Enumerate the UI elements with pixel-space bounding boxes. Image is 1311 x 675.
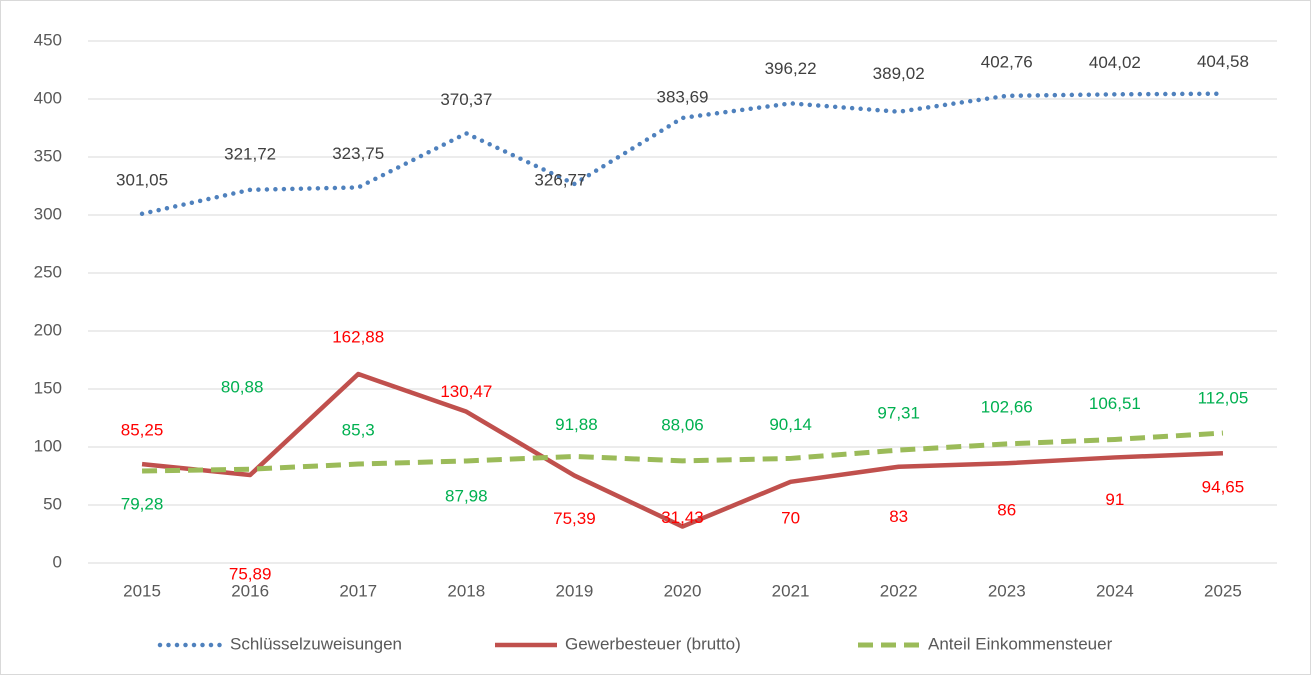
data-label: 106,51 (1089, 394, 1141, 413)
y-tick-label: 0 (53, 552, 62, 571)
x-tick-label: 2025 (1204, 581, 1242, 600)
y-tick-label: 50 (43, 494, 62, 513)
data-label: 85,25 (121, 421, 164, 440)
x-tick-label: 2018 (447, 581, 485, 600)
data-label: 83 (889, 507, 908, 526)
legend-label: Gewerbesteuer (brutto) (565, 634, 741, 653)
data-label: 370,37 (440, 90, 492, 109)
data-label: 162,88 (332, 328, 384, 347)
data-label: 404,02 (1089, 53, 1141, 72)
x-tick-label: 2021 (772, 581, 810, 600)
x-tick-label: 2020 (664, 581, 702, 600)
y-tick-label: 350 (34, 146, 62, 165)
data-label: 88,06 (661, 415, 704, 434)
x-tick-label: 2019 (555, 581, 593, 600)
data-label: 70 (781, 508, 800, 527)
data-label: 86 (997, 501, 1016, 520)
x-tick-label: 2023 (988, 581, 1026, 600)
data-label: 102,66 (981, 397, 1033, 416)
y-tick-label: 200 (34, 320, 62, 339)
data-label: 87,98 (445, 486, 488, 505)
series-line (142, 430, 1224, 474)
x-tick-label: 2017 (339, 581, 377, 600)
data-label: 301,05 (116, 170, 168, 189)
data-label: 383,69 (657, 87, 709, 106)
data-label: 323,75 (332, 144, 384, 163)
series-line (141, 371, 1224, 529)
y-tick-label: 450 (34, 30, 62, 49)
data-label: 112,05 (1198, 389, 1249, 408)
data-label: 404,58 (1197, 52, 1249, 71)
data-label: 97,31 (877, 404, 920, 423)
data-label: 326,77 (534, 170, 586, 189)
x-tick-label: 2022 (880, 581, 918, 600)
data-label: 85,3 (342, 421, 375, 440)
data-label: 94,65 (1202, 478, 1245, 497)
legend-label: Schlüsselzuweisungen (230, 634, 402, 653)
x-tick-label: 2015 (123, 581, 161, 600)
data-label: 79,28 (121, 495, 164, 514)
data-label: 91,88 (555, 415, 598, 434)
data-label: 402,76 (981, 52, 1033, 71)
data-label: 396,22 (765, 59, 817, 78)
data-label: 75,39 (553, 509, 596, 528)
y-tick-label: 300 (34, 204, 62, 223)
data-label: 321,72 (224, 144, 276, 163)
y-tick-label: 400 (34, 88, 62, 107)
series-line (139, 91, 1226, 217)
data-label: 389,02 (873, 64, 925, 83)
data-label: 80,88 (221, 378, 264, 397)
x-tick-label: 2016 (231, 581, 269, 600)
y-tick-label: 150 (34, 378, 62, 397)
data-label: 91 (1105, 490, 1124, 509)
x-tick-label: 2024 (1096, 581, 1134, 600)
y-tick-label: 100 (34, 436, 62, 455)
data-label: 31,43 (661, 508, 704, 527)
legend-label: Anteil Einkommensteuer (928, 634, 1113, 653)
y-tick-label: 250 (34, 262, 62, 281)
data-label: 75,89 (229, 564, 272, 583)
data-label: 90,14 (769, 415, 812, 434)
data-label: 130,47 (440, 382, 492, 401)
